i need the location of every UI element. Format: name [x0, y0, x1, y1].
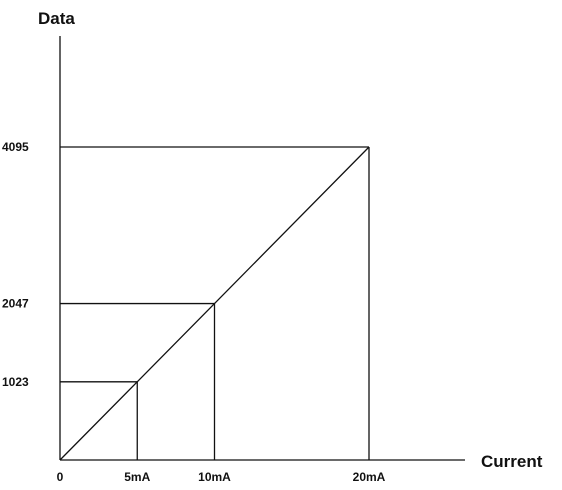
x-axis-title: Current [481, 452, 543, 471]
y-tick-label: 4095 [2, 140, 29, 154]
guide-lines [60, 146, 370, 460]
x-tick-labels: 0 5mA 10mA 20mA [57, 470, 386, 484]
x-tick-label: 5mA [124, 470, 150, 484]
x-tick-label: 0 [57, 470, 64, 484]
y-tick-label: 1023 [2, 375, 29, 389]
y-tick-label: 2047 [2, 297, 29, 311]
series-line-0 [59, 146, 370, 461]
series-group [59, 146, 370, 461]
y-axis-title: Data [38, 9, 75, 28]
x-tick-label: 20mA [353, 470, 386, 484]
x-tick-label: 10mA [198, 470, 231, 484]
y-tick-labels: 1023 2047 4095 [2, 140, 29, 389]
